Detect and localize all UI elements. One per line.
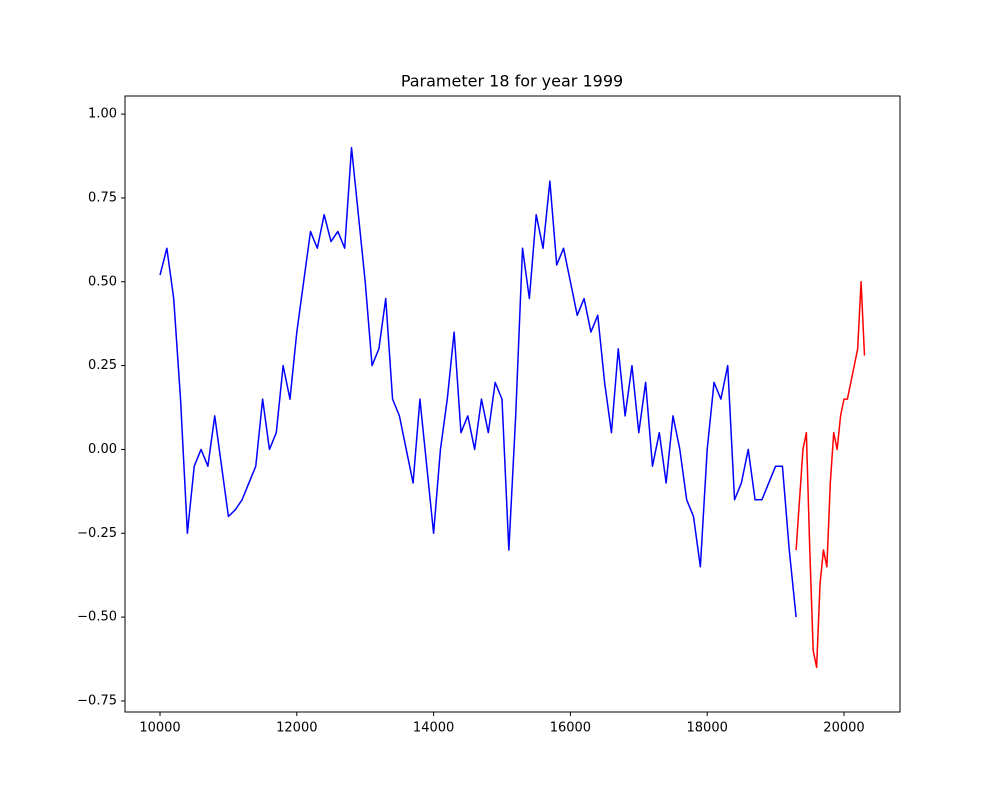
- series-line: [159, 146, 797, 618]
- x-tick-label: 10000: [139, 721, 180, 736]
- y-tick-label: 1.00: [88, 107, 117, 122]
- y-tick-label: −0.75: [77, 693, 117, 708]
- x-tick-label: 20000: [823, 721, 864, 736]
- x-tick-label: 16000: [550, 721, 591, 736]
- x-tick-label: 14000: [413, 721, 454, 736]
- series-line: [795, 281, 866, 669]
- y-tick-label: −0.50: [77, 610, 117, 625]
- chart-title: Parameter 18 for year 1999: [401, 72, 623, 91]
- y-tick-label: 0.50: [88, 274, 117, 289]
- x-tick-label: 18000: [687, 721, 728, 736]
- plot-frame: [124, 95, 901, 713]
- x-tick-label: 12000: [276, 721, 317, 736]
- y-tick-label: 0.75: [88, 190, 117, 205]
- y-tick-label: −0.25: [77, 526, 117, 541]
- y-tick-label: 0.25: [88, 358, 117, 373]
- y-tick-label: 0.00: [88, 442, 117, 457]
